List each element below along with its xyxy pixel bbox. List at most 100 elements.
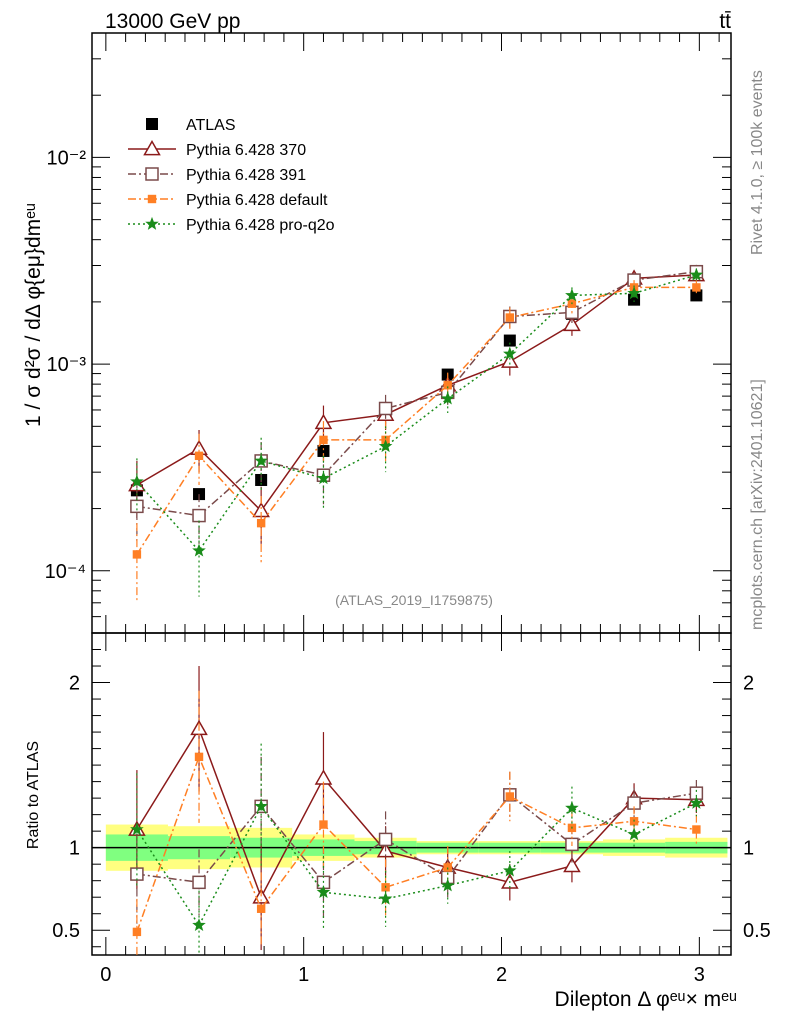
mcplots-label: mcplots.cern.ch [arXiv:2401.10621]	[749, 379, 766, 630]
data-point	[501, 352, 519, 368]
ratio-data-point	[194, 752, 204, 762]
data-point	[254, 453, 269, 467]
series-line	[136, 274, 697, 553]
header-right-label: tt̄	[719, 10, 731, 33]
analysis-watermark: (ATLAS_2019_I1759875)	[335, 592, 493, 608]
ratio-y-tick-label-right: 1	[743, 838, 754, 860]
ratio-y-axis-label: Ratio to ATLAS	[25, 741, 42, 849]
ratio-data-point	[192, 875, 206, 890]
data-point	[132, 550, 142, 559]
ratio-data-point	[316, 885, 331, 899]
x-tick-label: 3	[694, 964, 705, 986]
data-point	[316, 471, 331, 485]
data-point	[378, 401, 393, 416]
data-point	[378, 439, 393, 453]
ratio-series-0	[128, 666, 706, 951]
data-point	[194, 451, 204, 461]
ratio-series-line	[136, 792, 697, 884]
main-series-0	[130, 289, 703, 501]
ratio-data-point	[565, 800, 579, 814]
ratio-data-point	[192, 918, 206, 932]
ratio-y-tick-label: 2	[69, 673, 80, 695]
ratio-series-2	[132, 690, 701, 955]
legend: ATLAS Pythia 6.428 370 Pythia 6.428 391 Pyt…	[128, 117, 335, 234]
legend-label: ATLAS	[186, 117, 236, 134]
ratio-data-point	[256, 904, 266, 913]
plot-frames: 10⁻⁴ 10⁻³ 10⁻² 0.5 0.5 1 1 2 2 0 1 2 3	[45, 32, 771, 986]
x-tick-label: 0	[100, 964, 111, 986]
main-y-axis-label: 1 / σ d²σ / dΔ φ{eμ}dmᵉᵘ	[22, 203, 45, 427]
ratio-series-line	[136, 802, 697, 927]
ratio-data-point	[130, 822, 144, 836]
ratio-data-point	[689, 795, 704, 809]
data-point	[503, 346, 517, 360]
legend-marker	[143, 139, 161, 156]
legend-marker	[145, 167, 159, 181]
data-point	[440, 391, 455, 405]
main-series-2	[130, 264, 704, 544]
legend-item-3: Pythia 6.428 default	[128, 192, 328, 209]
data-point	[689, 267, 704, 281]
data-point	[505, 313, 515, 322]
rivet-version-label: Rivet 4.1.0, ≥ 100k events	[749, 70, 766, 255]
ratio-data-point	[319, 820, 328, 829]
main-series-1	[128, 265, 706, 544]
main-series-3	[132, 280, 701, 603]
ratio-data-point	[378, 891, 393, 905]
ratio-y-tick-label-right: 0.5	[743, 920, 771, 942]
legend-item-4: Pythia 6.428 pro-q2o	[128, 216, 335, 234]
data-point	[130, 474, 144, 488]
ratio-y-tick-label: 1	[69, 838, 80, 860]
legend-marker	[147, 194, 157, 204]
legend-label: Pythia 6.428 391	[186, 167, 306, 184]
legend-item-0: ATLAS	[146, 117, 236, 134]
data-point	[319, 435, 328, 445]
header-left-label: 13000 GeV pp	[105, 10, 240, 33]
main-y-tick-label: 10⁻⁴	[45, 561, 86, 583]
ratio-y-tick-label-right: 2	[743, 673, 754, 695]
x-axis-label: Dilepton Δ φᵉᵘ× mᵉᵘ	[555, 988, 737, 1011]
ratio-data-point	[132, 927, 142, 937]
main-series-4	[130, 267, 704, 597]
data-point	[692, 283, 701, 292]
data-point	[565, 288, 579, 302]
data-point	[690, 289, 703, 302]
x-tick-label: 2	[496, 964, 507, 986]
x-tick-label: 1	[298, 964, 309, 986]
ratio-y-tick-label: 0.5	[52, 920, 80, 942]
legend-item-2: Pythia 6.428 391	[128, 167, 306, 184]
data-point	[443, 381, 452, 390]
ratio-plot-frame	[91, 632, 732, 956]
data-point	[192, 508, 206, 523]
legend-label: Pythia 6.428 370	[186, 142, 306, 159]
data-point	[563, 315, 581, 332]
ratio-series-3	[130, 743, 704, 955]
series-line	[136, 274, 697, 512]
data-point	[503, 334, 516, 347]
ratio-series-line	[136, 754, 697, 933]
ratio-data-point	[692, 825, 701, 834]
legend-marker	[146, 118, 158, 130]
data-point	[256, 518, 266, 528]
series-line	[136, 286, 697, 555]
main-y-tick-label: 10⁻³	[47, 354, 87, 376]
ratio-data-point	[440, 878, 455, 892]
ratio-data-point	[505, 792, 515, 801]
data-point	[627, 286, 641, 300]
ratio-data-point	[503, 863, 517, 877]
legend-label: Pythia 6.428 pro-q2o	[186, 217, 335, 234]
legend-label: Pythia 6.428 default	[186, 192, 328, 209]
ratio-data-point	[378, 832, 393, 847]
ratio-data-point	[254, 799, 268, 813]
legend-item-1: Pythia 6.428 370	[128, 139, 306, 159]
legend-marker	[145, 216, 159, 230]
data-point	[192, 543, 206, 557]
data-layer	[128, 264, 706, 955]
data-point	[130, 499, 144, 514]
ratio-data-point	[627, 827, 641, 841]
ratio-series-line	[136, 727, 697, 900]
ratio-data-point	[563, 856, 581, 873]
data-point	[317, 444, 330, 457]
